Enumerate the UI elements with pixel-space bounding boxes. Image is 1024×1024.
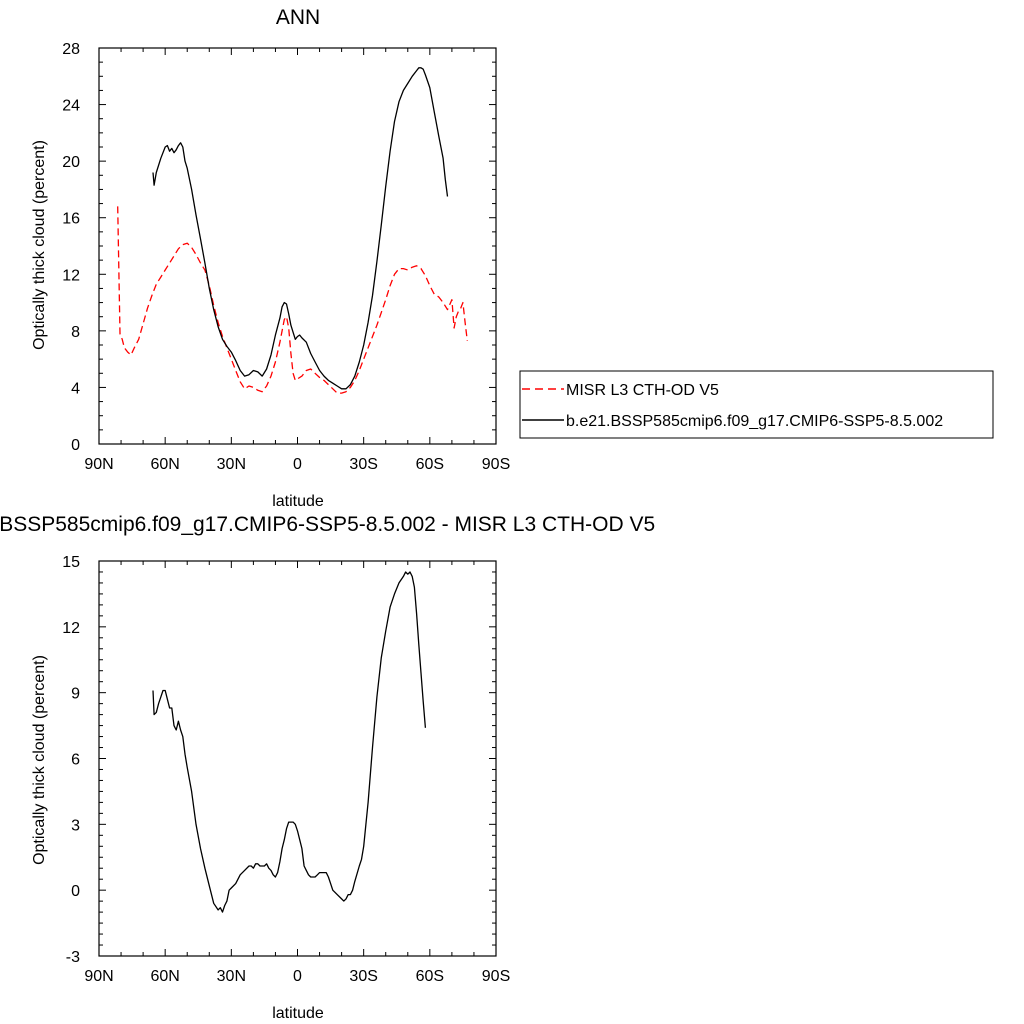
top-x-tick-label: 30N <box>217 456 246 473</box>
top-x-tick-label: 60N <box>150 456 179 473</box>
bottom-x-tick-label: 0 <box>293 968 302 985</box>
bottom-panel: b.e21.BSSP585cmip6.f09_g17.CMIP6-SSP5-8.… <box>0 513 655 1022</box>
top-y-tick-label: 4 <box>71 380 80 397</box>
top-x-tick-label: 30S <box>349 456 377 473</box>
bottom-x-tick-label: 90S <box>482 968 510 985</box>
top-y-tick-label: 20 <box>62 154 80 171</box>
top-plot-area: 90N 60N 30N 0 30S 60S 90S 0 4 8 12 16 20 24 28 <box>62 41 510 473</box>
bottom-y-tick-label: -3 <box>66 949 80 966</box>
bottom-x-tick-label: 30S <box>349 968 377 985</box>
bottom-x-axis-label: latitude <box>272 1005 324 1022</box>
top-panel: ANN Optically thick cloud (percent) lati… <box>31 6 510 510</box>
bottom-plot-area: 90N 60N 30N 0 30S 60S 90S -3 0 3 6 9 12 15 <box>62 554 510 985</box>
bottom-y-tick-label: 6 <box>71 752 80 769</box>
bottom-y-tick-label: 9 <box>71 686 80 703</box>
top-y-axis-label: Optically thick cloud (percent) <box>31 140 48 350</box>
bottom-plot-frame <box>98 560 497 957</box>
bottom-x-tick-label: 90N <box>84 968 113 985</box>
top-series-line-1 <box>152 67 449 390</box>
bottom-y-tick-label: 0 <box>71 883 80 900</box>
bottom-y-tick-label: 3 <box>71 817 80 834</box>
legend-box <box>519 370 994 439</box>
bottom-y-tick-label: 12 <box>62 620 80 637</box>
top-y-tick-label: 12 <box>62 267 80 284</box>
top-y-tick-label: 16 <box>62 211 80 228</box>
top-legend: MISR L3 CTH-OD V5 b.e21.BSSP585cmip6.f09… <box>519 370 994 439</box>
top-x-tick-label: 90N <box>84 456 113 473</box>
top-series-line-0 <box>117 206 468 394</box>
top-x-tick-label: 90S <box>482 456 510 473</box>
top-x-tick-label: 0 <box>293 456 302 473</box>
bottom-y-tick-label: 15 <box>62 554 80 571</box>
top-y-tick-label: 24 <box>62 98 80 115</box>
top-chart-title: ANN <box>276 6 320 29</box>
bottom-x-tick-label: 60S <box>416 968 444 985</box>
top-y-tick-label: 28 <box>62 41 80 58</box>
legend-label-model: b.e21.BSSP585cmip6.f09_g17.CMIP6-SSP5-8.… <box>566 413 943 430</box>
top-plot-frame <box>98 47 497 445</box>
top-x-axis-label: latitude <box>272 493 324 510</box>
top-y-tick-label: 8 <box>71 324 80 341</box>
top-y-tick-label: 0 <box>71 437 80 454</box>
bottom-y-axis-label: Optically thick cloud (percent) <box>31 655 48 865</box>
bottom-chart-title: b.e21.BSSP585cmip6.f09_g17.CMIP6-SSP5-8.… <box>0 513 655 536</box>
bottom-series-line-0 <box>152 571 427 913</box>
top-x-tick-label: 60S <box>416 456 444 473</box>
legend-label-misr: MISR L3 CTH-OD V5 <box>566 382 719 399</box>
bottom-x-tick-label: 30N <box>217 968 246 985</box>
bottom-x-tick-label: 60N <box>150 968 179 985</box>
